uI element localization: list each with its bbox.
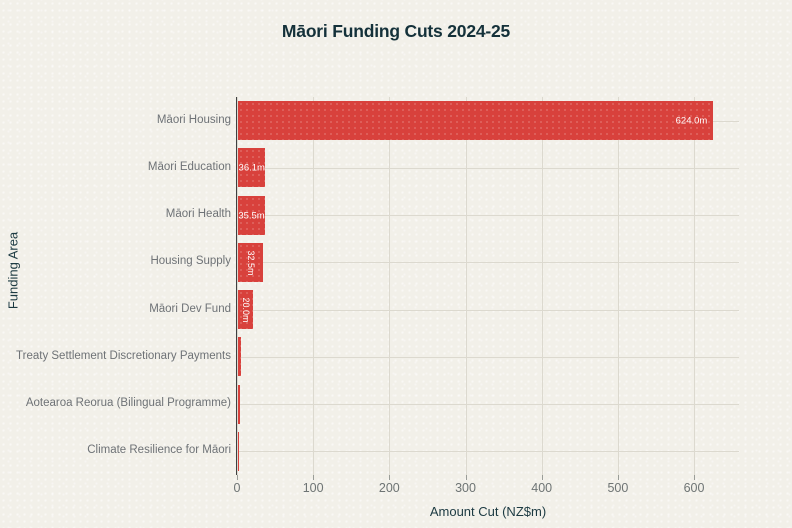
y-gridline <box>237 215 739 216</box>
y-gridline <box>237 404 739 405</box>
x-gridline <box>617 97 619 475</box>
bar-7 <box>238 385 241 424</box>
y-gridline <box>237 357 739 358</box>
bar-3: 35.5m <box>238 196 266 235</box>
x-gridline <box>541 97 543 475</box>
y-gridline <box>237 168 739 169</box>
x-tick-mark <box>694 475 696 480</box>
category-label: Housing Supply <box>150 255 231 267</box>
x-tick-mark <box>541 475 543 480</box>
category-label: Climate Resilience for Māori <box>87 444 231 456</box>
bar-4: 32.5m <box>238 243 263 282</box>
x-tick-label: 400 <box>531 481 553 495</box>
bar-5: 20.0m <box>238 290 254 329</box>
y-gridline <box>237 310 739 311</box>
bar-value-label: 32.5m <box>245 249 256 276</box>
x-tick-mark <box>465 475 467 480</box>
x-tick-mark <box>389 475 391 480</box>
x-tick-label: 100 <box>302 481 324 495</box>
bar-value-label: 624.0m <box>675 114 708 126</box>
x-gridline <box>694 97 696 475</box>
plot-area: 624.0m 36.1m 35.5m 32.5m 20.0m <box>237 97 739 475</box>
chart-title: Māori Funding Cuts 2024-25 <box>281 21 511 41</box>
category-label: Treaty Settlement Discretionary Payments <box>16 350 231 362</box>
bar-value-label: 35.5m <box>238 209 265 221</box>
x-tick-label: 500 <box>607 481 629 495</box>
category-label: Māori Education <box>147 161 231 173</box>
x-gridline <box>389 97 391 475</box>
bar-value-label: 20.0m <box>241 296 252 323</box>
y-gridline <box>237 262 739 263</box>
y-gridline <box>237 451 739 452</box>
category-label: Aotearoa Reorua (Bilingual Programme) <box>25 397 231 409</box>
x-tick-label: 0 <box>233 481 241 495</box>
bar-6 <box>238 337 242 376</box>
bar-1: 624.0m <box>238 101 714 140</box>
x-axis-title: Amount Cut (NZ$m) <box>429 504 547 519</box>
x-gridline <box>465 97 467 475</box>
x-tick-label: 600 <box>683 481 705 495</box>
x-tick-mark <box>617 475 619 480</box>
x-tick-mark <box>237 475 238 480</box>
category-label: Māori Dev Fund <box>149 303 231 315</box>
bar-2: 36.1m <box>238 148 266 187</box>
x-tick-label: 200 <box>378 481 400 495</box>
bar-8 <box>238 432 239 471</box>
x-gridline <box>313 97 315 475</box>
x-gridline <box>237 97 238 475</box>
x-tick-label: 300 <box>455 481 476 495</box>
category-label: Māori Health <box>165 208 231 220</box>
x-tick-mark <box>313 475 315 480</box>
category-label: Māori Housing <box>156 114 231 126</box>
bar-value-label: 36.1m <box>238 161 265 173</box>
